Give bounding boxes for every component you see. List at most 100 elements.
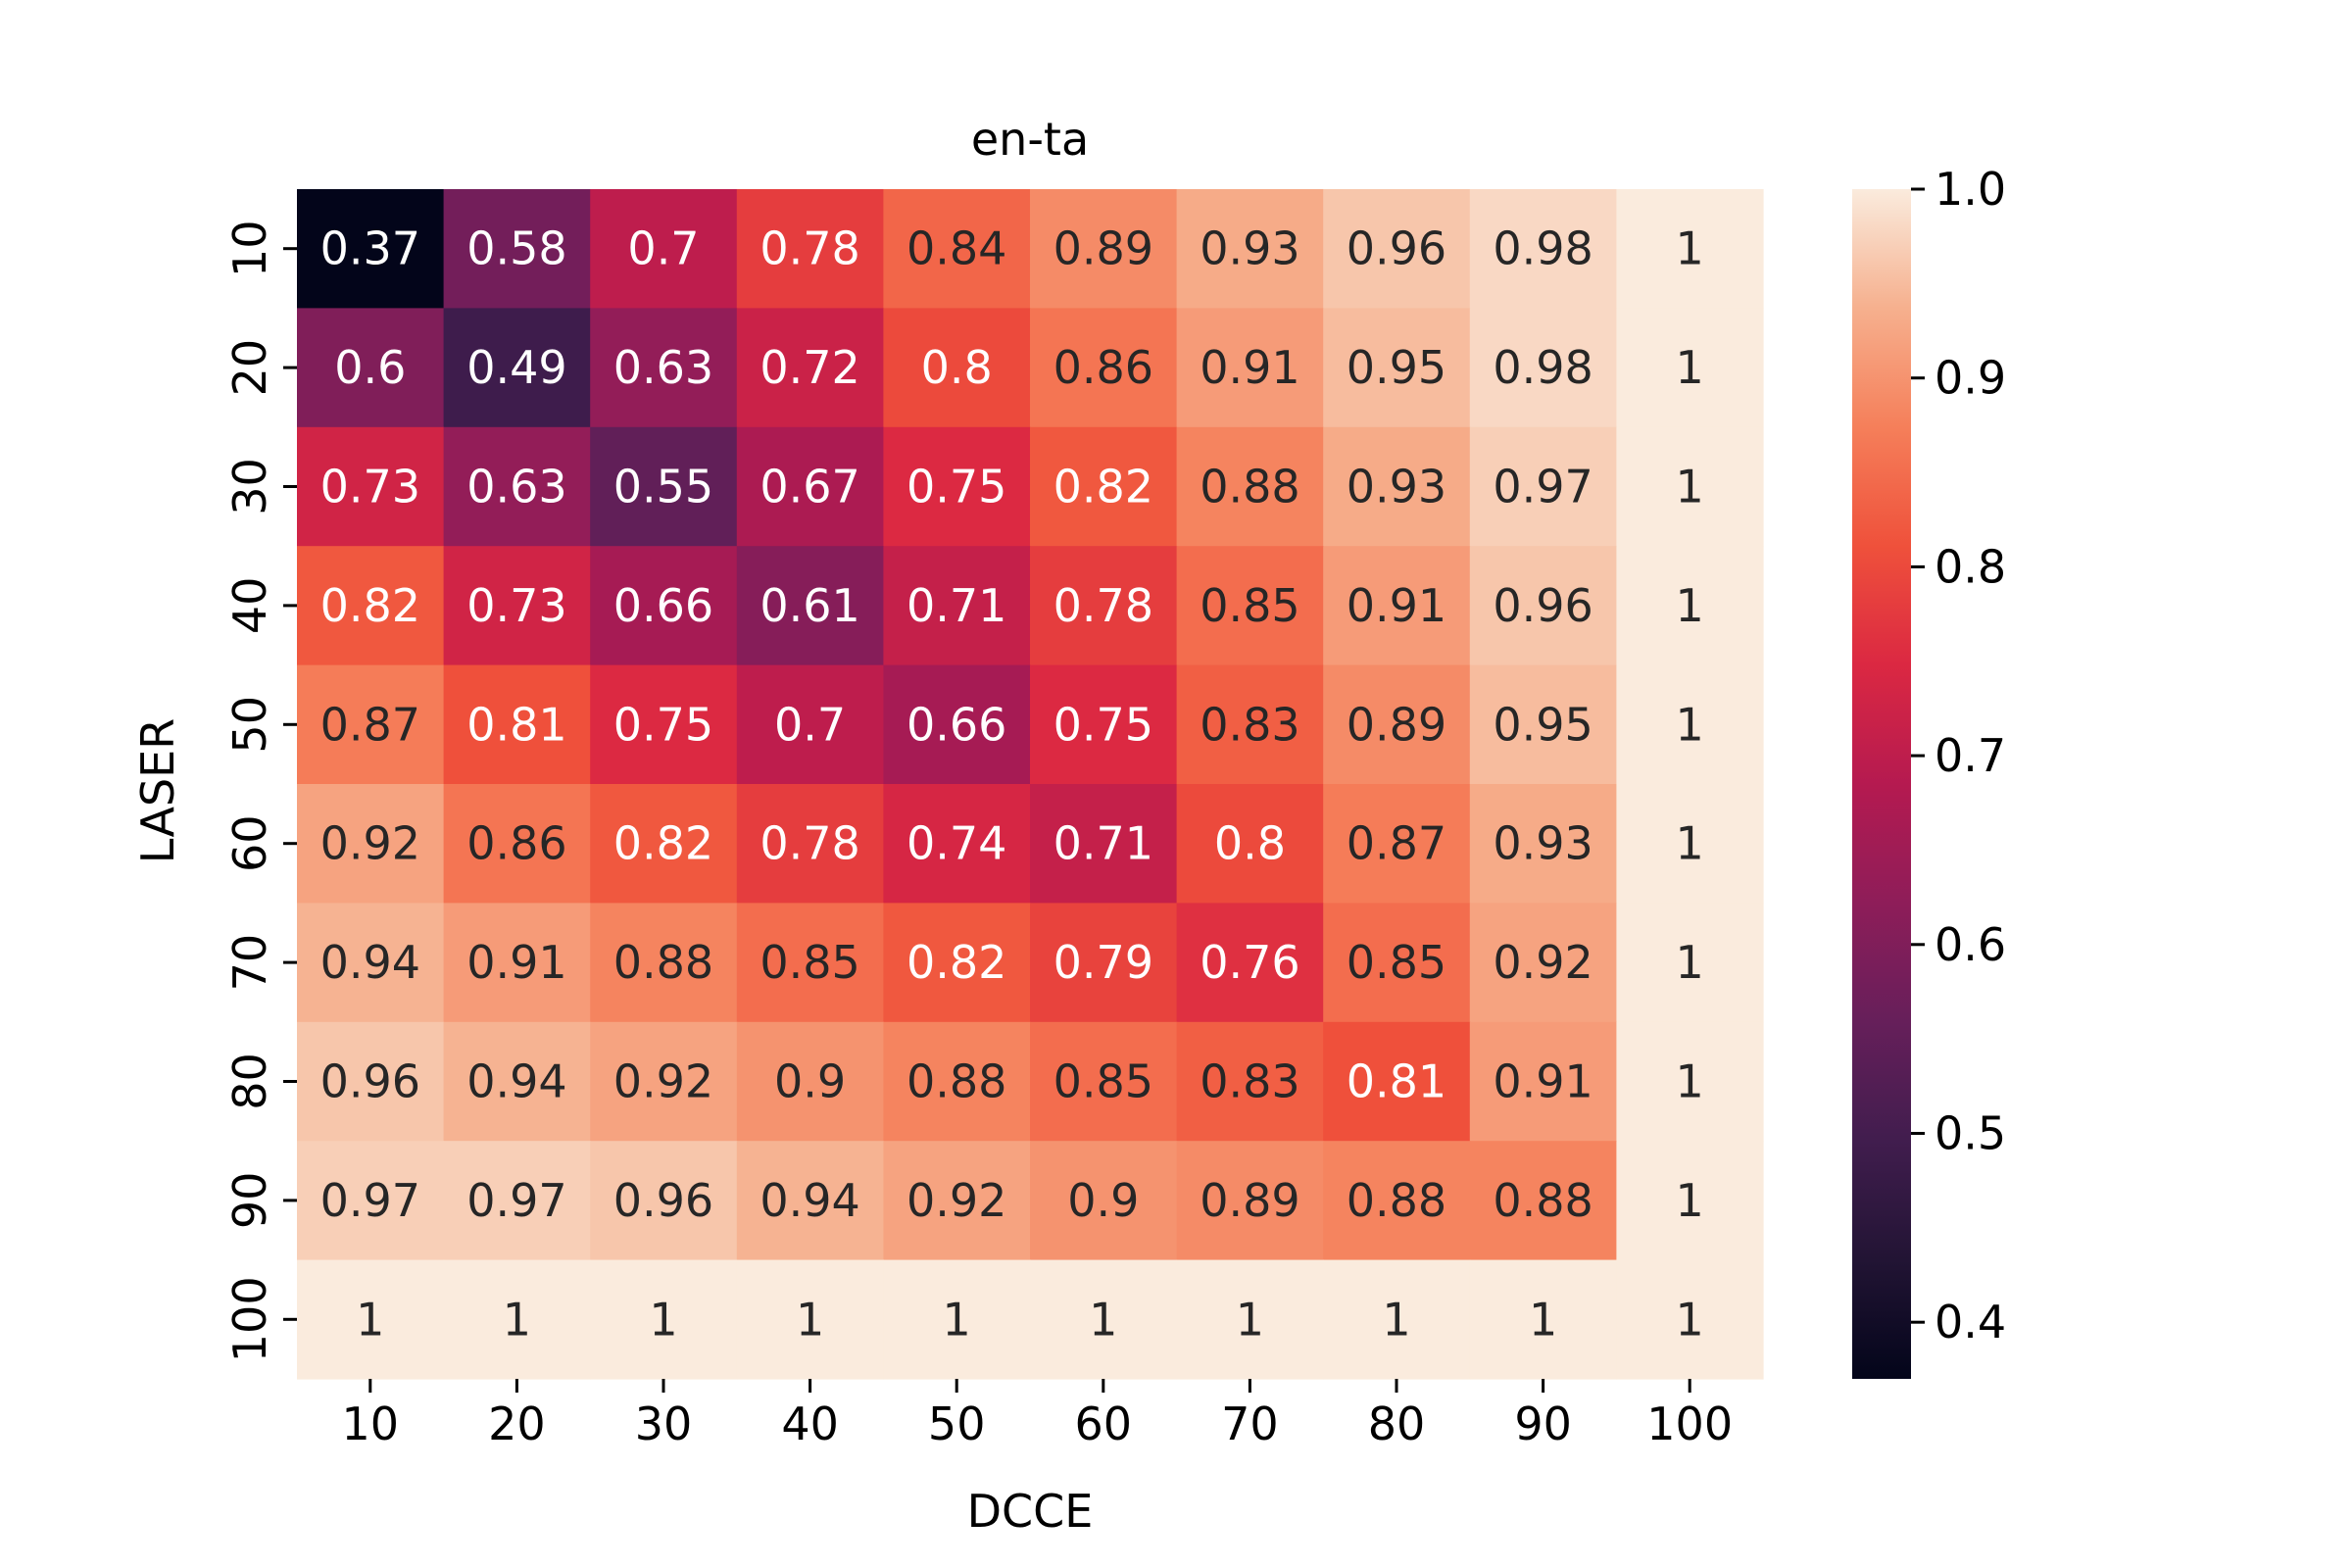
cell-label: 0.37 [320,222,420,275]
y-tick-label: 70 [223,934,276,992]
cell-label: 0.88 [1493,1174,1592,1227]
cell-label: 1 [1529,1293,1557,1346]
heatmap-cell [297,903,445,1023]
cell-label: 1 [1676,1293,1704,1346]
heatmap-cell [443,426,591,547]
heatmap-cell [1176,784,1324,904]
cell-label: 0.72 [760,341,859,394]
cell-label: 0.91 [466,936,566,989]
y-axis-ticks: 10 20 30 40 50 60 70 80 90 100 [223,220,297,1362]
heatmap-cell [736,1259,884,1380]
heatmap-cell [1323,426,1471,547]
cell-label: 0.93 [1493,817,1592,870]
cell-label: 0.67 [760,461,859,514]
heatmap-cell [1616,1141,1764,1261]
heatmap-cell [1469,426,1617,547]
cell-label: 0.73 [320,461,420,514]
y-tick-label: 40 [223,577,276,635]
heatmap-cell [736,426,884,547]
colorbar: 0.4 0.5 0.6 0.7 0.8 0.9 1.0 [1852,163,2006,1379]
heatmap-cell [1176,1021,1324,1142]
heatmap-cell [590,189,738,309]
cell-label: 0.81 [1347,1055,1446,1108]
x-tick-label: 80 [1368,1397,1426,1450]
cell-label: 0.88 [1200,461,1299,514]
x-tick-label: 90 [1514,1397,1572,1450]
heatmap-cell [1323,903,1471,1023]
cell-label: 0.92 [906,1174,1006,1227]
cell-label: 0.82 [613,817,713,870]
cell-label: 0.75 [613,698,713,751]
heatmap-cell [297,189,445,309]
heatmap-cell [736,189,884,309]
cell-label: 0.6 [334,341,406,394]
cell-label: 0.96 [1347,222,1446,275]
cell-label: 1 [1676,1174,1704,1227]
cell-label: 0.86 [466,817,566,870]
heatmap-cell [443,1141,591,1261]
heatmap-cell [883,1259,1031,1380]
heatmap-cell [297,1141,445,1261]
heatmap-cell [1030,903,1178,1023]
cell-label: 0.94 [760,1174,859,1227]
cell-label: 0.71 [906,579,1006,632]
cell-label: 0.84 [906,222,1006,275]
heatmap-cell [1176,189,1324,309]
heatmap-cell [1176,1259,1324,1380]
y-tick-label: 30 [223,458,276,515]
cell-label: 0.7 [774,698,846,751]
cell-label: 0.87 [1347,817,1446,870]
heatmap-cell [1030,784,1178,904]
cell-label: 0.92 [1493,936,1592,989]
x-axis-ticks: 10 20 30 40 50 60 70 80 90 100 [342,1379,1733,1450]
cell-label: 0.88 [613,936,713,989]
y-tick-label: 20 [223,339,276,397]
colorbar-tick-label: 1.0 [1935,163,2006,216]
heatmap-cell [1176,903,1324,1023]
colorbar-gradient [1852,189,1911,1379]
heatmap-cell [883,664,1031,785]
heatmap-cell [1469,546,1617,666]
heatmap-cell [1469,784,1617,904]
heatmap-cell [883,426,1031,547]
y-axis-label: LASER [131,718,184,863]
heatmap-cell [1176,1141,1324,1261]
cell-label: 0.93 [1200,222,1299,275]
cell-label: 0.91 [1347,579,1446,632]
cell-label: 0.97 [466,1174,566,1227]
heatmap-cell [1323,1141,1471,1261]
heatmap-cell [1030,1021,1178,1142]
cell-label: 0.96 [613,1174,713,1227]
colorbar-tick-label: 0.4 [1935,1296,2006,1348]
heatmap-cell [443,1259,591,1380]
cell-label: 0.9 [774,1055,846,1108]
cell-label: 0.74 [906,817,1006,870]
heatmap-cell [297,426,445,547]
heatmap-cell [883,903,1031,1023]
cell-label: 0.75 [906,461,1006,514]
heatmap-cell [1469,1141,1617,1261]
heatmap-cell [297,1021,445,1142]
heatmap-cell [297,784,445,904]
cell-label: 0.85 [760,936,859,989]
heatmap-cell [443,664,591,785]
x-tick-label: 40 [781,1397,839,1450]
cell-label: 0.61 [760,579,859,632]
heatmap-cell [297,546,445,666]
heatmap-cell [1616,903,1764,1023]
heatmap-cell [1323,784,1471,904]
heatmap-cell [736,784,884,904]
heatmap-cell [443,784,591,904]
cell-label: 0.89 [1054,222,1153,275]
cell-label: 1 [1382,1293,1410,1346]
cell-label: 1 [1676,341,1704,394]
colorbar-ticks: 0.4 0.5 0.6 0.7 0.8 0.9 1.0 [1911,163,2006,1348]
heatmap-cell [1030,1141,1178,1261]
heatmap-cell [1469,1021,1617,1142]
heatmap-cell [1616,189,1764,309]
heatmap-cell [1176,546,1324,666]
x-tick-label: 20 [488,1397,546,1450]
cell-label: 0.98 [1493,341,1592,394]
heatmap-cell [1323,546,1471,666]
cell-label: 0.79 [1054,936,1153,989]
